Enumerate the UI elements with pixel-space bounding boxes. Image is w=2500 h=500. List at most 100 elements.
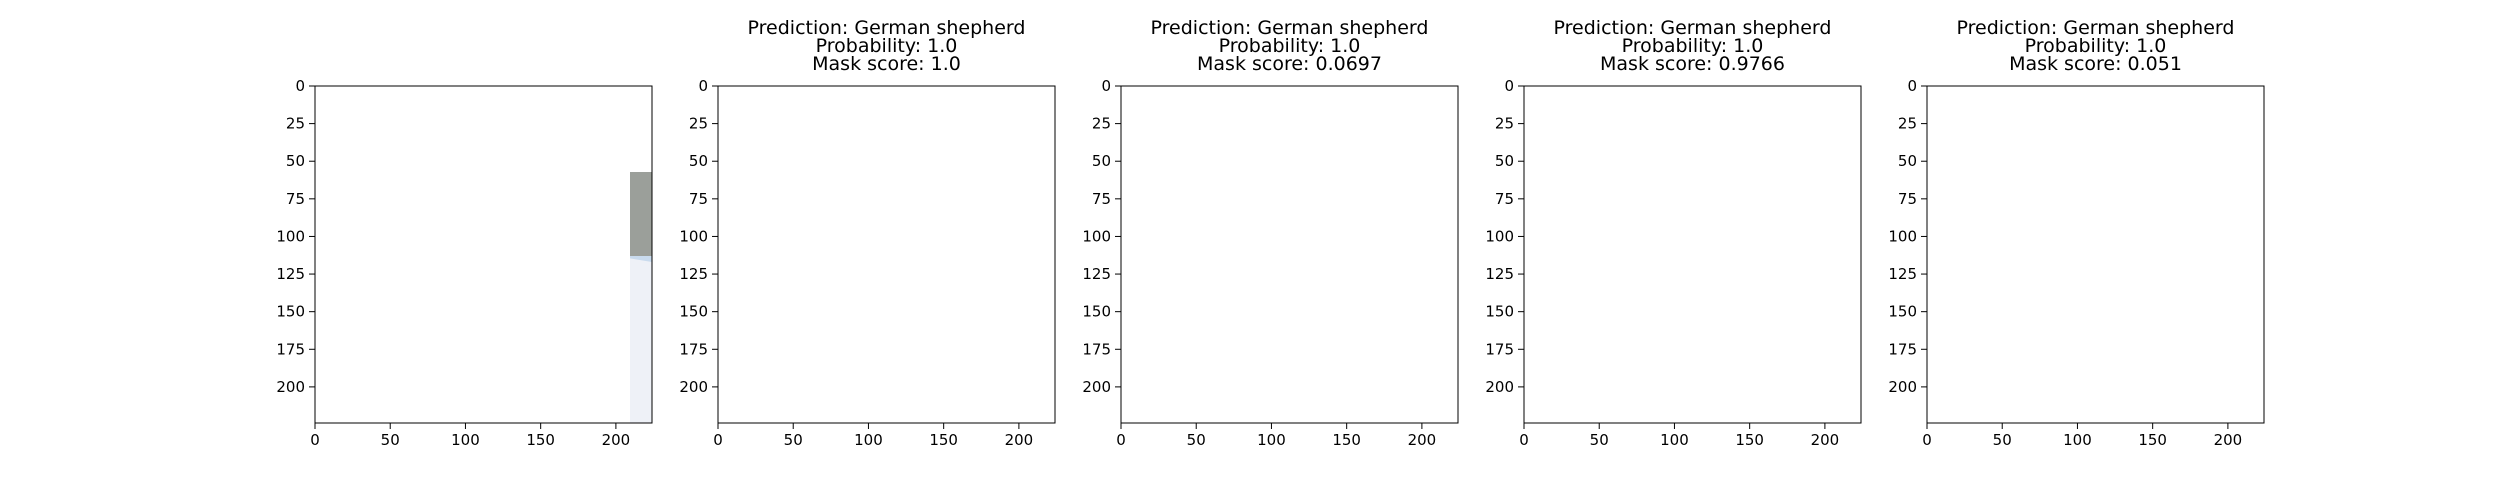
x-tick-label: 50 — [784, 431, 803, 449]
x-tick-label: 200 — [2214, 431, 2243, 449]
x-tick-label: 200 — [1005, 431, 1034, 449]
panel-title-line: Probability: 1.0 — [1622, 35, 1764, 57]
y-tick-label: 100 — [1082, 227, 1111, 245]
y-tick-label: 175 — [276, 340, 305, 358]
y-tick-label: 0 — [1907, 77, 1917, 95]
snow-on-trees — [630, 172, 652, 256]
mask-dog-region — [1598, 174, 1714, 396]
y-tick-label: 125 — [1888, 265, 1917, 283]
y-tick-label: 100 — [1888, 227, 1917, 245]
y-tick-label: 100 — [679, 227, 708, 245]
x-tick-label: 150 — [2138, 431, 2167, 449]
panel-title-line: Probability: 1.0 — [1219, 35, 1361, 57]
y-tick-label: 150 — [1888, 303, 1917, 321]
mask-dog-region — [1195, 174, 1311, 396]
y-tick-label: 50 — [689, 152, 708, 170]
y-tick-label: 100 — [1485, 227, 1514, 245]
roof-snow-left — [315, 94, 387, 108]
x-tick-label: 0 — [1519, 431, 1529, 449]
panel-title-line: Probability: 1.0 — [2025, 35, 2167, 57]
x-tick-label: 50 — [1993, 431, 2012, 449]
dog — [389, 174, 505, 396]
y-tick-label: 125 — [276, 265, 305, 283]
dog-head-dark — [419, 178, 457, 222]
y-tick-label: 125 — [679, 265, 708, 283]
y-tick-label: 25 — [1092, 115, 1111, 133]
panel-title-line: Mask score: 0.051 — [2009, 53, 2182, 75]
y-tick-label: 175 — [1888, 340, 1917, 358]
mask-dog-region — [792, 174, 908, 396]
x-tick-label: 0 — [713, 431, 723, 449]
x-tick-label: 0 — [1116, 431, 1126, 449]
y-tick-label: 25 — [689, 115, 708, 133]
roof-snow-right — [493, 96, 563, 110]
y-tick-label: 0 — [1504, 77, 1514, 95]
y-tick-label: 0 — [1101, 77, 1111, 95]
x-tick-label: 50 — [1590, 431, 1609, 449]
panel-title-line: Prediction: German shepherd — [1554, 17, 1832, 39]
y-tick-label: 50 — [1898, 152, 1917, 170]
y-tick-label: 150 — [1485, 303, 1514, 321]
x-tick-label: 100 — [2063, 431, 2092, 449]
x-tick-label: 150 — [929, 431, 958, 449]
snow-ground — [630, 258, 652, 423]
x-tick-label: 200 — [1408, 431, 1437, 449]
axes-frame-4 — [1926, 85, 2265, 424]
panel-title-line: Prediction: German shepherd — [1957, 17, 2235, 39]
y-tick-label: 125 — [1082, 265, 1111, 283]
mask-background — [718, 86, 1055, 423]
mask-background — [1927, 86, 2264, 423]
mask-image-3 — [1524, 86, 1861, 423]
y-tick-label: 75 — [689, 190, 708, 208]
y-tick-label: 75 — [286, 190, 305, 208]
y-tick-label: 200 — [276, 378, 305, 396]
y-tick-label: 75 — [1495, 190, 1514, 208]
panel-title-line: Mask score: 0.0697 — [1197, 53, 1382, 75]
mask-small-patch — [1939, 128, 1963, 144]
y-tick-label: 150 — [276, 303, 305, 321]
x-tick-label: 150 — [526, 431, 555, 449]
y-tick-label: 50 — [286, 152, 305, 170]
mask-background — [1524, 86, 1861, 423]
y-tick-label: 25 — [1495, 115, 1514, 133]
y-tick-label: 200 — [1888, 378, 1917, 396]
y-tick-label: 0 — [295, 77, 305, 95]
x-tick-label: 0 — [1922, 431, 1932, 449]
mask-ground-region — [718, 214, 1055, 423]
axes-frame-2 — [1120, 85, 1459, 424]
y-tick-label: 125 — [1485, 265, 1514, 283]
x-tick-label: 150 — [1332, 431, 1361, 449]
mask-image-4 — [1927, 86, 2264, 423]
y-tick-label: 75 — [1898, 190, 1917, 208]
x-tick-label: 150 — [1735, 431, 1764, 449]
y-tick-label: 25 — [1898, 115, 1917, 133]
y-tick-label: 200 — [1485, 378, 1514, 396]
dog-chest — [409, 274, 469, 298]
sky — [630, 172, 652, 423]
mask-image-2 — [1121, 86, 1458, 423]
y-tick-label: 150 — [679, 303, 708, 321]
mask-background — [1121, 86, 1458, 423]
x-tick-label: 0 — [310, 431, 320, 449]
y-tick-label: 200 — [1082, 378, 1111, 396]
x-tick-label: 50 — [1187, 431, 1206, 449]
y-tick-label: 175 — [1485, 340, 1514, 358]
panel-title-line: Probability: 1.0 — [816, 35, 958, 57]
x-tick-label: 100 — [451, 431, 480, 449]
y-tick-label: 175 — [1082, 340, 1111, 358]
house-left — [315, 108, 387, 198]
y-tick-label: 175 — [679, 340, 708, 358]
panel-title-line: Prediction: German shepherd — [1151, 17, 1429, 39]
axes-frame-1 — [717, 85, 1056, 424]
panel-title-line: Mask score: 0.9766 — [1600, 53, 1785, 75]
house-right — [493, 110, 563, 170]
mask-image-1 — [718, 86, 1055, 423]
y-tick-label: 75 — [1092, 190, 1111, 208]
axes-frame-0 — [314, 85, 653, 424]
x-tick-label: 200 — [1811, 431, 1840, 449]
y-tick-label: 50 — [1495, 152, 1514, 170]
panels: 0 50 100 150 200 0 25 50 75 100 125 150 175 200 0 50 100… — [276, 17, 2265, 449]
x-tick-label: 50 — [381, 431, 400, 449]
y-tick-label: 200 — [679, 378, 708, 396]
